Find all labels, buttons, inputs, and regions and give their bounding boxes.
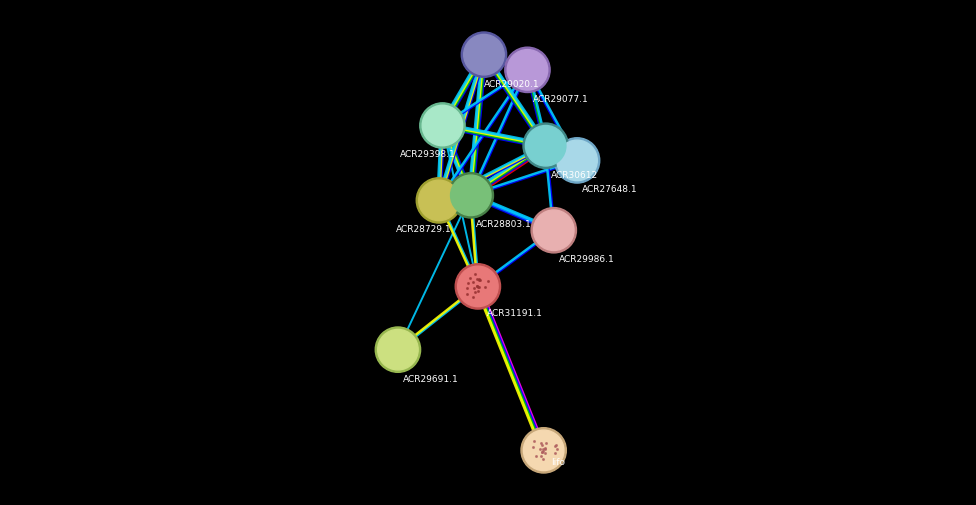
Circle shape	[508, 50, 548, 91]
Text: ACR29020.1: ACR29020.1	[484, 79, 540, 88]
Circle shape	[419, 181, 459, 221]
Circle shape	[416, 178, 462, 224]
Circle shape	[423, 106, 463, 146]
Circle shape	[557, 141, 597, 181]
Circle shape	[534, 211, 574, 251]
Text: ACR28803.1: ACR28803.1	[476, 220, 532, 229]
Circle shape	[420, 104, 466, 149]
Text: ACR30612: ACR30612	[550, 170, 598, 179]
Circle shape	[451, 176, 491, 216]
Circle shape	[464, 35, 505, 76]
Text: ACR29691.1: ACR29691.1	[403, 374, 459, 383]
Text: lifo: lifo	[551, 457, 565, 466]
Circle shape	[375, 327, 421, 373]
Circle shape	[458, 267, 498, 307]
Text: ACR31191.1: ACR31191.1	[487, 308, 543, 317]
Circle shape	[378, 330, 418, 370]
Circle shape	[455, 264, 501, 310]
Text: ACR29077.1: ACR29077.1	[533, 94, 589, 104]
Circle shape	[523, 430, 564, 471]
Circle shape	[531, 208, 577, 254]
Circle shape	[554, 138, 599, 184]
Text: ACR28729.1: ACR28729.1	[396, 225, 452, 234]
Circle shape	[523, 124, 568, 169]
Circle shape	[448, 173, 494, 219]
Text: ACR29398.1: ACR29398.1	[399, 150, 455, 159]
Circle shape	[525, 126, 566, 167]
Circle shape	[521, 428, 566, 473]
Circle shape	[505, 48, 550, 93]
Circle shape	[462, 33, 507, 78]
Text: ACR29986.1: ACR29986.1	[559, 255, 615, 264]
Text: ACR27648.1: ACR27648.1	[582, 185, 637, 194]
